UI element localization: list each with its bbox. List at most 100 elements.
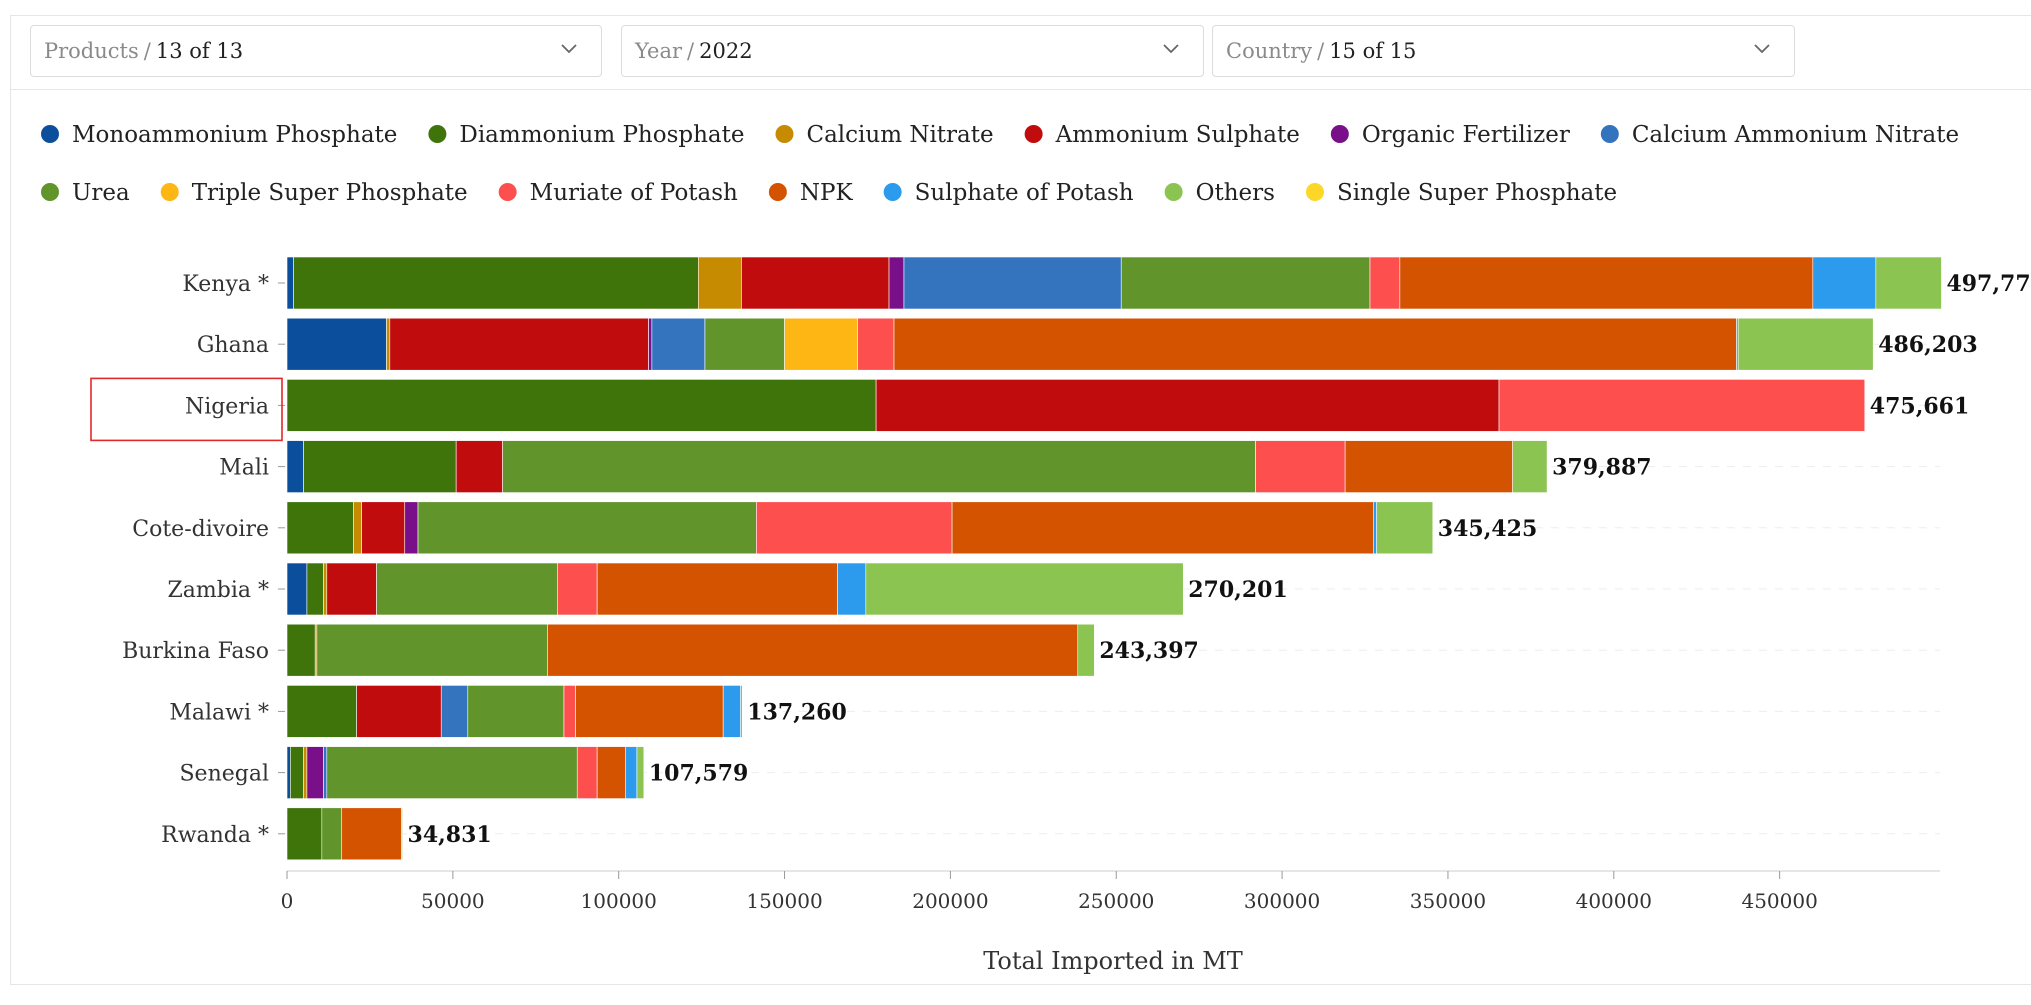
legend-label-calcium-nitrate[interactable]: Calcium Nitrate bbox=[806, 122, 993, 148]
bar-ghana-organic-fertilizer[interactable] bbox=[648, 317, 653, 371]
bar-cote-divoire-npk[interactable] bbox=[951, 501, 1374, 555]
bar-kenya-diammonium-phosphate[interactable] bbox=[293, 256, 699, 310]
bar-kenya-sulphate-of-potash[interactable] bbox=[1812, 256, 1877, 310]
bar-mali-monoammonium-phosphate[interactable] bbox=[286, 440, 304, 493]
bar-cote-divoire-diammonium-phosphate[interactable] bbox=[286, 501, 354, 555]
bar-malawi-sulphate-of-potash[interactable] bbox=[722, 685, 741, 738]
bar-senegal-organic-fertilizer[interactable] bbox=[306, 746, 324, 799]
bar-cote-divoire-organic-fertilizer[interactable] bbox=[404, 501, 419, 555]
bar-zambia-calcium-nitrate[interactable] bbox=[323, 562, 328, 616]
category-label-burkina-faso: Burkina Faso bbox=[122, 639, 269, 664]
bar-cote-divoire-sulphate-of-potash[interactable] bbox=[1373, 501, 1377, 555]
bar-mali-diammonium-phosphate[interactable] bbox=[303, 440, 457, 493]
bar-ghana-npk[interactable] bbox=[893, 317, 1737, 371]
bar-mali-ammonium-sulphate[interactable] bbox=[455, 440, 503, 493]
category-label-cote-divoire: Cote-divoire bbox=[132, 517, 269, 542]
bar-zambia-npk[interactable] bbox=[596, 562, 838, 616]
bar-malawi-urea[interactable] bbox=[467, 685, 565, 738]
total-label-malawi: 137,260 bbox=[747, 699, 847, 725]
bar-ghana-calcium-nitrate[interactable] bbox=[386, 317, 391, 371]
legend-label-sulphate-of-potash[interactable]: Sulphate of Potash bbox=[915, 180, 1134, 206]
bar-cote-divoire-muriate-of-potash[interactable] bbox=[756, 501, 953, 555]
bar-ghana-urea[interactable] bbox=[704, 317, 785, 371]
bar-rwanda-others[interactable] bbox=[401, 807, 403, 861]
legend-label-triple-super-phosphate[interactable]: Triple Super Phosphate bbox=[192, 180, 468, 206]
bar-burkina-faso-urea[interactable] bbox=[316, 623, 548, 677]
bar-senegal-npk[interactable] bbox=[596, 746, 626, 799]
bar-ghana-triple-super-phosphate[interactable] bbox=[784, 317, 858, 371]
bar-cote-divoire-others[interactable] bbox=[1376, 501, 1434, 555]
bar-mali-npk[interactable] bbox=[1344, 440, 1513, 493]
bar-kenya-calcium-nitrate[interactable] bbox=[698, 256, 742, 310]
legend-label-organic-fertilizer[interactable]: Organic Fertilizer bbox=[1362, 122, 1570, 148]
products-filter[interactable]: Products / 13 of 13 bbox=[30, 25, 602, 77]
bar-malawi-muriate-of-potash[interactable] bbox=[563, 685, 576, 738]
bar-kenya-npk[interactable] bbox=[1399, 256, 1814, 310]
bar-mali-urea[interactable] bbox=[502, 440, 1256, 493]
legend-label-monoammonium-phosphate[interactable]: Monoammonium Phosphate bbox=[72, 122, 397, 148]
bar-zambia-muriate-of-potash[interactable] bbox=[557, 562, 598, 616]
year-filter[interactable]: Year / 2022 bbox=[621, 25, 1204, 77]
bar-malawi-calcium-ammonium-nitrate[interactable] bbox=[440, 685, 469, 738]
bar-zambia-others[interactable] bbox=[865, 562, 1184, 616]
bar-ghana-calcium-ammonium-nitrate[interactable] bbox=[651, 317, 706, 371]
bar-senegal-others[interactable] bbox=[636, 746, 645, 799]
bar-nigeria-ammonium-sulphate[interactable] bbox=[875, 379, 1500, 432]
country-filter-label: Country bbox=[1226, 39, 1313, 63]
bar-rwanda-npk[interactable] bbox=[341, 807, 402, 861]
legend-marker-sulphate-of-potash bbox=[883, 183, 902, 201]
bar-zambia-monoammonium-phosphate[interactable] bbox=[286, 562, 308, 616]
bar-malawi-ammonium-sulphate[interactable] bbox=[356, 685, 442, 738]
bar-senegal-diammonium-phosphate[interactable] bbox=[290, 746, 304, 799]
total-label-zambia: 270,201 bbox=[1188, 577, 1288, 603]
legend-label-urea[interactable]: Urea bbox=[72, 180, 130, 206]
bar-nigeria-muriate-of-potash[interactable] bbox=[1498, 379, 1866, 432]
bar-senegal-muriate-of-potash[interactable] bbox=[576, 746, 598, 799]
legend-label-npk[interactable]: NPK bbox=[800, 180, 854, 206]
year-filter-label: Year bbox=[635, 39, 683, 63]
bar-cote-divoire-urea[interactable] bbox=[417, 501, 757, 555]
bar-zambia-diammonium-phosphate[interactable] bbox=[306, 562, 324, 616]
bar-kenya-muriate-of-potash[interactable] bbox=[1369, 256, 1401, 310]
bar-ghana-ammonium-sulphate[interactable] bbox=[389, 317, 649, 371]
bar-senegal-sulphate-of-potash[interactable] bbox=[625, 746, 638, 799]
bar-kenya-others[interactable] bbox=[1875, 256, 1942, 310]
bar-rwanda-diammonium-phosphate[interactable] bbox=[286, 807, 323, 861]
bar-nigeria-diammonium-phosphate[interactable] bbox=[286, 379, 877, 432]
legend-label-calcium-ammonium-nitrate[interactable]: Calcium Ammonium Nitrate bbox=[1632, 122, 1959, 148]
bar-ghana-others[interactable] bbox=[1737, 317, 1874, 371]
bar-kenya-ammonium-sulphate[interactable] bbox=[741, 256, 890, 310]
bar-kenya-urea[interactable] bbox=[1120, 256, 1371, 310]
bar-zambia-ammonium-sulphate[interactable] bbox=[326, 562, 377, 616]
bar-kenya-calcium-ammonium-nitrate[interactable] bbox=[903, 256, 1122, 310]
bar-burkina-faso-npk[interactable] bbox=[547, 623, 1079, 677]
bar-burkina-faso-others[interactable] bbox=[1077, 623, 1095, 677]
bar-cote-divoire-ammonium-sulphate[interactable] bbox=[361, 501, 406, 555]
bar-senegal-urea[interactable] bbox=[326, 746, 578, 799]
bar-malawi-diammonium-phosphate[interactable] bbox=[286, 685, 357, 738]
legend-label-others[interactable]: Others bbox=[1196, 180, 1275, 206]
legend-label-diammonium-phosphate[interactable]: Diammonium Phosphate bbox=[459, 122, 744, 148]
bar-malawi-others[interactable] bbox=[740, 685, 743, 738]
bar-kenya-monoammonium-phosphate[interactable] bbox=[286, 256, 294, 310]
bar-mali-others[interactable] bbox=[1512, 440, 1548, 493]
bar-senegal-calcium-nitrate[interactable] bbox=[303, 746, 308, 799]
bar-mali-muriate-of-potash[interactable] bbox=[1255, 440, 1346, 493]
bar-zambia-sulphate-of-potash[interactable] bbox=[837, 562, 867, 616]
legend-label-muriate-of-potash[interactable]: Muriate of Potash bbox=[530, 180, 738, 206]
bar-senegal-monoammonium-phosphate[interactable] bbox=[286, 746, 291, 799]
bar-ghana-monoammonium-phosphate[interactable] bbox=[286, 317, 387, 371]
bar-rwanda-urea[interactable] bbox=[321, 807, 343, 861]
bar-malawi-npk[interactable] bbox=[575, 685, 724, 738]
legend-label-single-super-phosphate[interactable]: Single Super Phosphate bbox=[1337, 180, 1617, 206]
bar-zambia-urea[interactable] bbox=[376, 562, 558, 616]
legend-label-ammonium-sulphate[interactable]: Ammonium Sulphate bbox=[1055, 122, 1300, 148]
x-tick-label-100000: 100000 bbox=[581, 889, 657, 913]
country-filter[interactable]: Country / 15 of 15 bbox=[1212, 25, 1795, 77]
bar-kenya-organic-fertilizer[interactable] bbox=[888, 256, 905, 310]
bar-senegal-calcium-ammonium-nitrate[interactable] bbox=[323, 746, 328, 799]
bar-ghana-muriate-of-potash[interactable] bbox=[857, 317, 895, 371]
bar-burkina-faso-diammonium-phosphate[interactable] bbox=[286, 623, 316, 677]
legend-marker-muriate-of-potash bbox=[498, 183, 517, 201]
bar-cote-divoire-calcium-nitrate[interactable] bbox=[353, 501, 362, 555]
